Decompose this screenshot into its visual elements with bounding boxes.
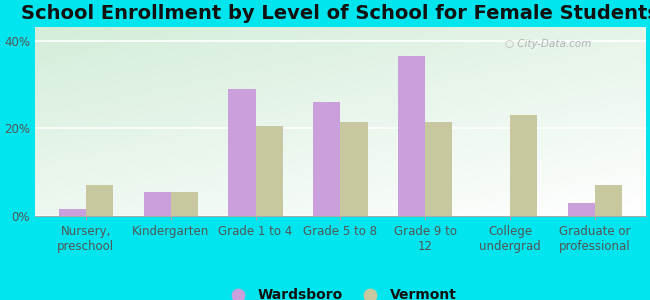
- Bar: [568, 203, 595, 216]
- Bar: [398, 56, 425, 216]
- Bar: [255, 126, 283, 216]
- Bar: [228, 89, 255, 216]
- Title: School Enrollment by Level of School for Female Students: School Enrollment by Level of School for…: [21, 4, 650, 23]
- Bar: [341, 122, 368, 216]
- Bar: [58, 209, 86, 216]
- Legend: Wardsboro, Vermont: Wardsboro, Vermont: [218, 282, 462, 300]
- Bar: [510, 115, 538, 216]
- Bar: [313, 102, 341, 216]
- Bar: [595, 185, 622, 216]
- Bar: [86, 185, 113, 216]
- Text: ○ City-Data.com: ○ City-Data.com: [505, 39, 592, 49]
- Bar: [144, 192, 171, 216]
- Bar: [425, 122, 452, 216]
- Bar: [171, 192, 198, 216]
